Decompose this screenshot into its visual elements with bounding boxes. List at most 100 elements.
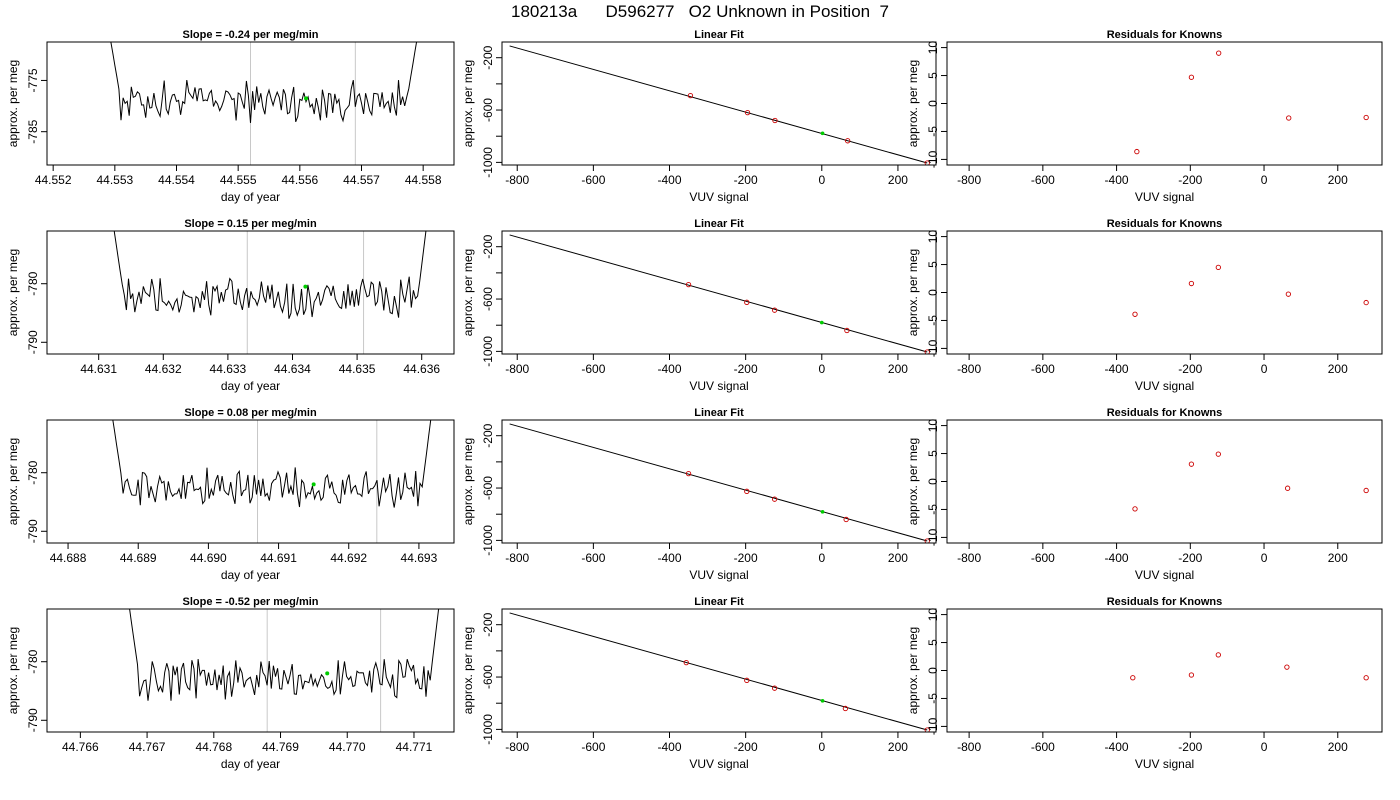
panel-residuals-row3: Residuals for Knowns -800 -600 -400 -200 0 200… [906,407,1383,582]
x-tick-label: -600 [581,551,605,565]
y-tick-label: -5 [926,315,940,326]
x-tick-label: -400 [657,362,681,376]
y-tick-label: -790 [26,519,40,543]
y-axis-label: approx. per meg [461,438,475,525]
y-axis-label: approx. per meg [906,438,920,525]
x-tick-label: -800 [505,551,529,565]
panel-title: Residuals for Knowns [1107,218,1223,230]
x-tick-label: -800 [957,740,981,754]
y-axis-label: approx. per meg [6,249,20,336]
panel-title: Slope = -0.52 per meg/min [182,596,318,608]
plot-frame [501,608,937,733]
residual-point [1188,74,1195,80]
unknown-point [820,510,825,514]
y-tick-label: -780 [26,649,40,673]
known-point [772,117,778,124]
y-tick-label: -780 [26,460,40,484]
unknown-marker [325,671,330,676]
x-axis-label: VUV signal [1135,568,1194,582]
y-tick-label: -775 [26,68,40,92]
panel-title: Slope = 0.08 per meg/min [184,407,317,419]
plot-frame [501,230,937,355]
plot-frame [946,608,1383,733]
x-tick-label: 44.632 [145,362,182,376]
y-axis-label: approx. per meg [906,249,920,336]
unknown-point [820,131,825,136]
residual-point [1286,115,1292,121]
panel-timeseries-row2: Slope = 0.15 per meg/min 44.631 44.632 44.6… [6,218,455,393]
unknown-point [820,699,825,703]
x-axis-label: day of year [221,568,280,582]
x-tick-label: -400 [1105,551,1129,565]
residual-point [1132,506,1138,512]
y-tick-label: -1000 [481,714,495,745]
y-axis-label: approx. per meg [461,627,475,714]
x-tick-label: 200 [1328,551,1348,565]
panel-fit-row4: Linear Fit -800 -600 -400 -200 0 200 -1000 -600 -… [461,596,937,771]
plot-area [113,231,427,354]
panel-title: Residuals for Knowns [1107,29,1223,41]
x-tick-label: -800 [505,362,529,376]
x-tick-label: 44.770 [329,740,366,754]
fit-line [509,612,928,731]
y-tick-label: 5 [926,72,940,79]
known-point [844,327,850,334]
y-axis-label: approx. per meg [6,438,20,525]
plot-area [110,42,418,165]
x-tick-label: 44.769 [262,740,299,754]
trace-line [112,420,432,508]
x-tick-label: 44.689 [120,551,157,565]
x-tick-label: 200 [888,173,908,187]
known-point [843,516,849,523]
x-tick-label: -400 [657,740,681,754]
panel-title: Linear Fit [694,29,744,41]
x-tick-label: 44.631 [80,362,117,376]
x-tick-label: 44.691 [260,551,297,565]
x-tick-label: 0 [1261,173,1268,187]
known-point [771,307,778,313]
panel-fit-row3: Linear Fit -800 -600 -400 -200 0 200 -1000 -600 -… [461,407,937,582]
fit-line [509,45,928,164]
panel-timeseries-row1: Slope = -0.24 per meg/min 44.552 44.553 44.… [6,29,455,204]
x-axis-label: VUV signal [1135,190,1194,204]
x-axis-label: day of year [221,190,280,204]
y-tick-label: 10 [926,419,940,433]
trace-line [113,231,427,319]
known-point [744,677,750,683]
panel-title: Linear Fit [694,596,744,608]
y-tick-label: -790 [26,708,40,732]
x-tick-label: 0 [818,740,825,754]
x-tick-label: 44.634 [274,362,311,376]
x-tick-label: 44.552 [35,173,72,187]
x-tick-label: -200 [734,362,758,376]
x-tick-label: -200 [1178,740,1202,754]
residual-point [1134,148,1140,155]
y-axis-label: approx. per meg [6,627,20,714]
x-tick-label: -800 [505,173,529,187]
x-tick-label: -400 [1105,740,1129,754]
y-tick-label: 0 [926,100,940,107]
y-tick-label: -600 [481,287,495,311]
plot-area [509,423,930,543]
x-tick-label: 0 [1261,740,1268,754]
y-tick-label: -600 [481,476,495,500]
x-tick-label: 44.767 [129,740,166,754]
x-tick-label: -200 [734,740,758,754]
residual-point [1188,280,1195,287]
y-tick-label: -10 [926,528,940,546]
y-tick-label: -785 [26,119,40,143]
x-tick-label: 200 [888,362,908,376]
known-point [924,349,930,354]
x-tick-label: 44.768 [195,740,232,754]
x-axis-label: VUV signal [689,190,748,204]
y-tick-label: -1000 [481,147,495,178]
x-tick-label: 44.553 [96,173,133,187]
known-point [685,470,692,477]
unknown-marker [304,96,308,101]
plot-frame [46,419,455,544]
x-tick-label: 44.555 [220,173,257,187]
panel-fit-row2: Linear Fit -800 -600 -400 -200 0 200 -1000 -600 -… [461,218,937,393]
x-tick-label: 44.558 [405,173,442,187]
x-tick-label: -400 [657,173,681,187]
